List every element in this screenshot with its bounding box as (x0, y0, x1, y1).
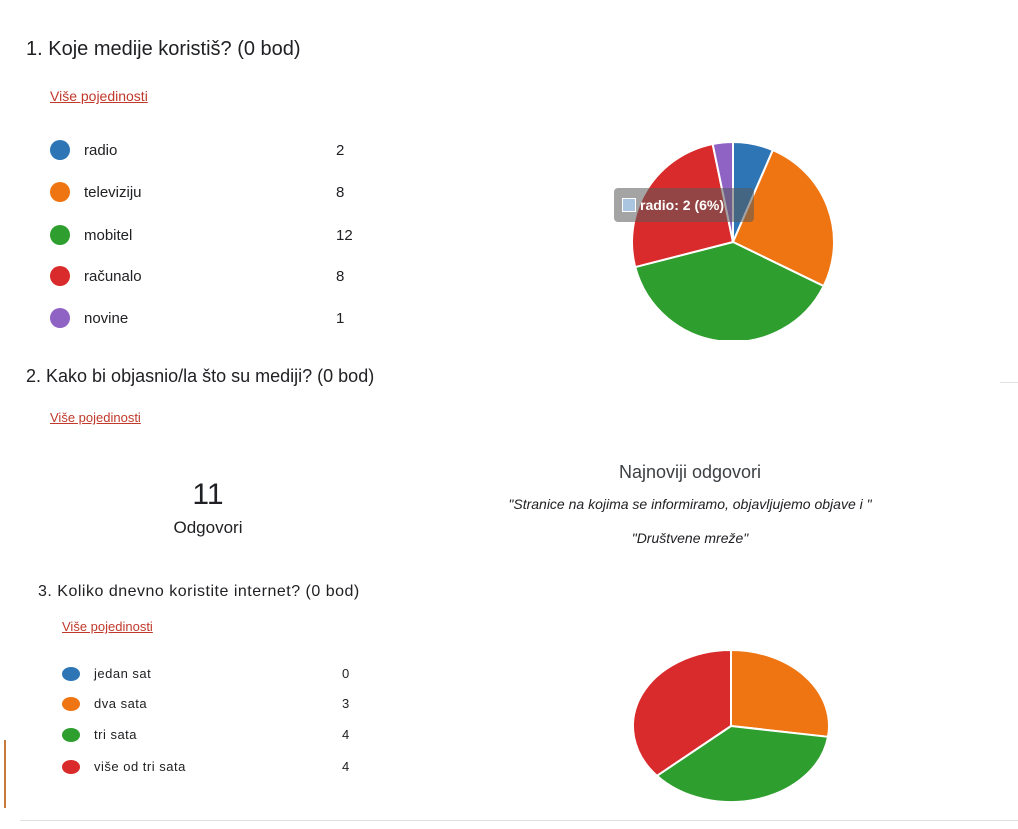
novine-color-dot (50, 308, 70, 328)
q1-legend-label: mobitel (84, 226, 133, 244)
q3-legend-value: 4 (342, 759, 350, 774)
q3-legend-value: 0 (342, 666, 350, 681)
televiziju-color-dot (50, 182, 70, 202)
q3-pie-chart[interactable] (622, 640, 842, 810)
q3-legend-label: dva sata (94, 696, 148, 711)
q3-legend-item-dva-sata: dva sata (62, 696, 147, 711)
q1-legend-item-televiziju: televiziju (50, 182, 142, 202)
q3-legend-label: više od tri sata (94, 759, 186, 774)
bottom-divider (20, 820, 1018, 821)
q2-response-count: 11 (192, 478, 224, 511)
pie-slice-više-od-tri-sata[interactable] (632, 648, 732, 778)
q1-legend-value: 8 (336, 184, 345, 201)
q2-title: 2. Kako bi objasnio/la što su mediji? (0… (26, 366, 375, 386)
dva-sata-color-dot (62, 696, 80, 711)
q2-latest-title: Najnoviji odgovori (618, 462, 762, 482)
q2-latest-response: "Društvene mreže" (631, 530, 749, 546)
left-edge-marker (4, 740, 6, 808)
q3-details-link[interactable]: Više pojedinosti (62, 619, 153, 634)
pie-slice-tri-sata[interactable] (655, 724, 830, 803)
q3-legend-item-vise-od-tri-sata: više od tri sata (62, 759, 186, 774)
q1-legend-item-racunalo: računalo (50, 266, 142, 286)
tooltip-swatch (622, 198, 636, 212)
pie-slice-mobitel[interactable] (634, 240, 826, 340)
jedan-sat-color-dot (62, 666, 80, 681)
q1-legend-label: radio (84, 141, 118, 159)
q1-legend-label: računalo (84, 267, 142, 285)
tri-sata-color-dot (62, 727, 80, 742)
q3-legend-label: tri sata (94, 727, 138, 742)
mobitel-color-dot (50, 225, 70, 245)
vise-od-tri-sata-color-dot (62, 759, 80, 774)
q1-tooltip-text: radio: 2 (6%) (640, 197, 725, 213)
racunalo-color-dot (50, 266, 70, 286)
q1-legend-label: televiziju (84, 183, 142, 201)
q1-legend-item-mobitel: mobitel (50, 225, 132, 245)
q3-legend-value: 3 (342, 696, 350, 711)
q3-legend-item-jedan-sat: jedan sat (62, 666, 151, 681)
q1-legend-value: 8 (336, 268, 345, 285)
q2-latest-response: "Stranice na kojima se informiramo, obja… (508, 496, 872, 512)
section-divider (1000, 382, 1018, 383)
q1-pie-tooltip: radio: 2 (6%) (614, 188, 754, 222)
q3-title: 3. Koliko dnevno koristite internet? (0 … (38, 583, 360, 600)
q1-legend-item-radio: radio (50, 140, 117, 160)
q3-legend-label: jedan sat (94, 666, 152, 681)
q1-legend-label: novine (84, 309, 129, 327)
q3-legend-value: 4 (342, 727, 350, 742)
q2-response-count-label: Odgovori (173, 518, 243, 537)
q1-legend-item-novine: novine (50, 308, 128, 328)
q1-details-link[interactable]: Više pojedinosti (50, 88, 148, 104)
q1-legend-value: 2 (336, 142, 345, 159)
q1-pie-chart[interactable] (620, 130, 850, 340)
q1-legend-value: 12 (336, 227, 353, 244)
q1-title: 1. Koje medije koristiš? (0 bod) (26, 38, 301, 60)
q2-details-link[interactable]: Više pojedinosti (50, 410, 141, 425)
q3-legend-item-tri-sata: tri sata (62, 727, 137, 742)
q1-legend-value: 1 (336, 310, 345, 327)
pie-slice-televiziju[interactable] (731, 148, 835, 288)
pie-slice-dva-sata[interactable] (730, 648, 830, 738)
radio-color-dot (50, 140, 70, 160)
